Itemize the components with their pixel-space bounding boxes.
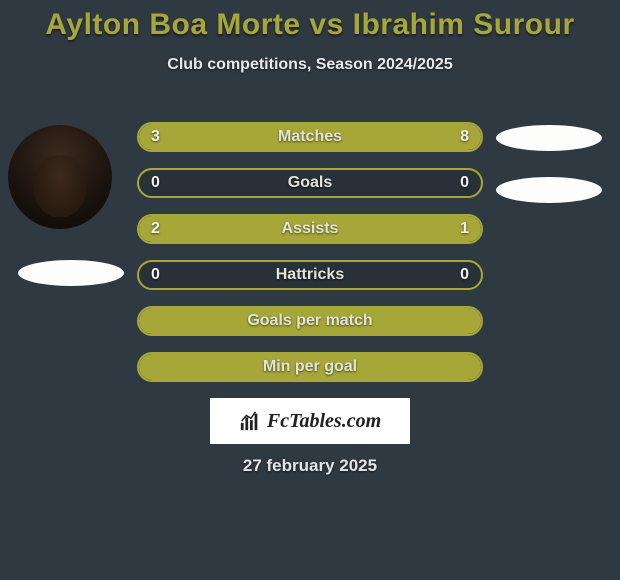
comparison-card: Aylton Boa Morte vs Ibrahim Surour Club … [0,0,620,580]
logo-text: FcTables.com [267,410,381,433]
fctables-logo[interactable]: FcTables.com [210,398,410,444]
stat-label: Hattricks [139,262,481,288]
chart-bars-icon [239,410,261,432]
stat-label: Matches [139,124,481,150]
decorative-ellipse-right-1 [496,125,602,151]
date-label: 27 february 2025 [0,456,620,476]
stat-label: Goals per match [139,308,481,334]
stat-row: Goals per match [137,306,483,336]
decorative-ellipse-left [18,260,124,286]
stat-row: Min per goal [137,352,483,382]
stat-label: Min per goal [139,354,481,380]
stat-label: Goals [139,170,481,196]
stat-row: 21Assists [137,214,483,244]
player-left-avatar [8,125,112,229]
stat-label: Assists [139,216,481,242]
stat-row: 00Goals [137,168,483,198]
decorative-ellipse-right-2 [496,177,602,203]
subtitle: Club competitions, Season 2024/2025 [0,56,620,74]
stat-row: 00Hattricks [137,260,483,290]
stats-bars: 38Matches 00Goals 21Assists 00Hattricks Goal… [137,122,483,398]
stat-row: 38Matches [137,122,483,152]
page-title: Aylton Boa Morte vs Ibrahim Surour [0,0,620,42]
